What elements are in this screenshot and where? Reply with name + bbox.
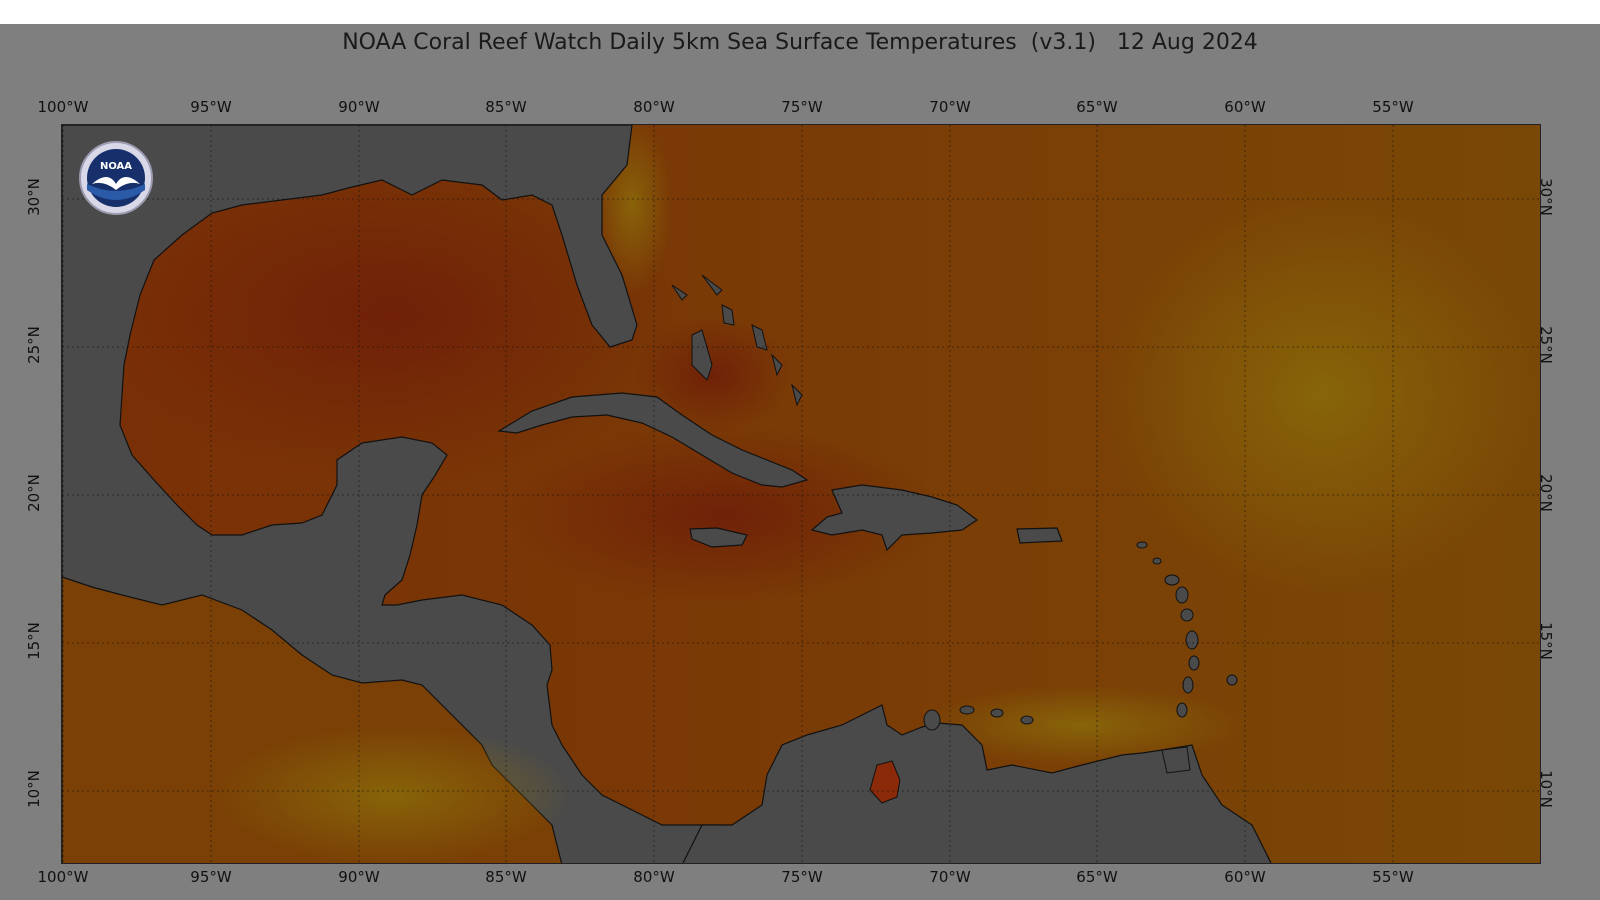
lon-tick-bottom: 60°W: [1224, 868, 1266, 886]
trinidad-island: [1161, 746, 1191, 774]
bahamas-islands: [671, 274, 803, 407]
map-canvas: [62, 125, 1540, 863]
lon-tick-top: 85°W: [485, 98, 527, 116]
lon-tick-bottom: 65°W: [1076, 868, 1118, 886]
lon-tick-bottom: 70°W: [929, 868, 971, 886]
lon-tick-bottom: 95°W: [190, 868, 232, 886]
lon-tick-bottom: 80°W: [633, 868, 675, 886]
andros-island: [691, 329, 713, 381]
graticule: [62, 125, 1540, 863]
lon-tick-top: 95°W: [190, 98, 232, 116]
gulf-hot-anomaly: [92, 145, 692, 485]
lon-tick-bottom: 75°W: [781, 868, 823, 886]
lon-tick-bottom: 85°W: [485, 868, 527, 886]
lat-tick-left: 20°N: [24, 474, 43, 512]
lon-tick-top: 60°W: [1224, 98, 1266, 116]
lon-tick-top: 90°W: [338, 98, 380, 116]
lon-tick-top: 80°W: [633, 98, 675, 116]
lon-tick-top: 100°W: [37, 98, 89, 116]
abc-islands: [923, 705, 1034, 731]
lon-tick-top: 65°W: [1076, 98, 1118, 116]
puerto-rico-island: [1016, 527, 1063, 544]
lon-tick-bottom: 100°W: [37, 868, 89, 886]
sst-map[interactable]: [61, 124, 1541, 864]
bahamas-hot-anomaly: [632, 315, 792, 435]
lat-tick-left: 15°N: [24, 622, 43, 660]
chart-title: NOAA Coral Reef Watch Daily 5km Sea Surf…: [342, 30, 1258, 55]
caribbean-hot-anomaly: [502, 425, 942, 605]
lon-tick-bottom: 55°W: [1372, 868, 1414, 886]
atlantic-cool-anomaly: [1102, 195, 1540, 595]
lat-tick-left: 25°N: [24, 326, 43, 364]
jamaica-island: [689, 527, 748, 548]
pacific-cool-overlay: [212, 725, 572, 863]
venezuela-cool-anomaly: [922, 685, 1242, 765]
lake-maracaibo: [869, 760, 901, 804]
lon-tick-top: 55°W: [1372, 98, 1414, 116]
south-america-landmass: [682, 704, 1272, 863]
lon-tick-bottom: 90°W: [338, 868, 380, 886]
lon-tick-top: 75°W: [781, 98, 823, 116]
lon-tick-top: 70°W: [929, 98, 971, 116]
noaa-logo: NOAA: [79, 141, 153, 215]
lesser-antilles: [1136, 541, 1238, 718]
noaa-logo-text: NOAA: [100, 161, 132, 172]
lat-tick-left: 30°N: [24, 178, 43, 216]
cuba-island: [497, 392, 809, 488]
lat-tick-left: 10°N: [24, 770, 43, 808]
